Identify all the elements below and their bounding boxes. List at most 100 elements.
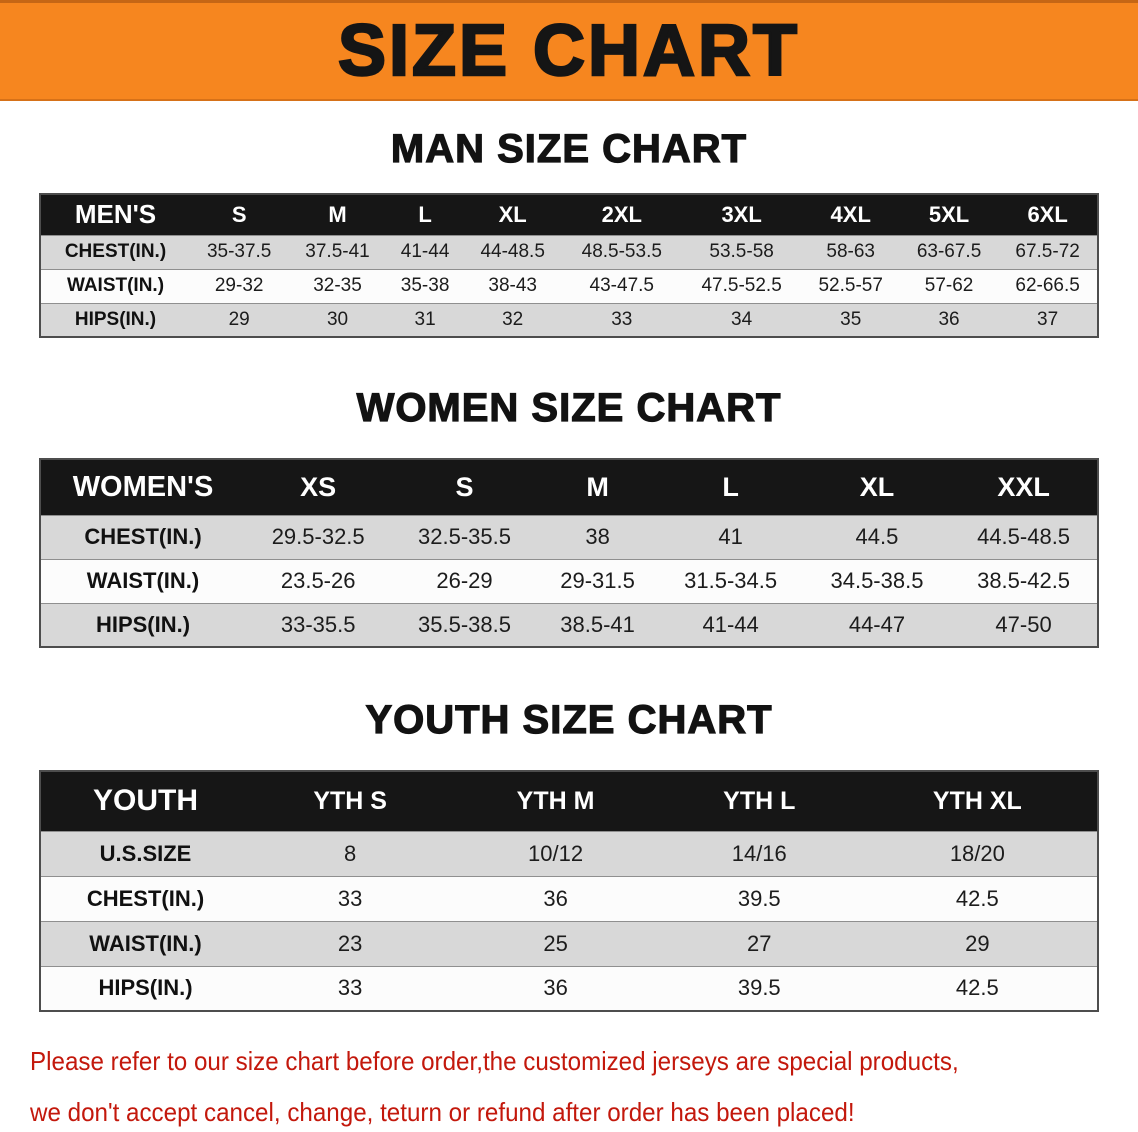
size-value: 32-35 (313, 275, 362, 296)
youth-section-heading: YOUTH SIZE CHART (365, 697, 773, 742)
women-size-table: WOMEN'S XS S M L XL XXL CHEST(IN.) 29.5-32.5 32.5… (39, 458, 1099, 648)
size-value: 44.5 (855, 524, 899, 549)
row-label: U.S.SIZE (99, 840, 192, 866)
size-value: 38 (585, 524, 610, 549)
size-column-header: YTH L (660, 771, 858, 831)
size-value: 29-32 (214, 275, 264, 296)
disclaimer: Please refer to our size chart before or… (30, 1042, 1138, 1132)
women-table-title: WOMEN'S (40, 459, 245, 515)
table-row: WAIST(IN.) 23.5-26 26-29 29-31.5 31.5-34.5 34… (40, 559, 1098, 603)
table-row: CHEST(IN.) 29.5-32.5 32.5-35.5 38 41 44.5 44.5… (40, 515, 1098, 559)
size-value: 41-44 (702, 611, 759, 637)
size-column-header: 3XL (681, 194, 802, 235)
size-column-header: XXL (950, 459, 1098, 515)
size-value: 37.5-41 (305, 241, 370, 262)
size-value: 42.5 (955, 885, 999, 911)
row-label: HIPS(IN.) (74, 308, 157, 330)
size-column-header: L (386, 194, 464, 235)
men-size-table: MEN'S S M L XL 2XL 3XL 4XL 5XL 6XL CHEST(IN.) 35-37… (39, 193, 1099, 338)
table-header-row: MEN'S S M L XL 2XL 3XL 4XL 5XL 6XL (40, 194, 1098, 235)
size-value: 29 (965, 930, 990, 956)
size-value: 67.5-72 (1015, 241, 1080, 262)
table-header-row: WOMEN'S XS S M L XL XXL (40, 459, 1098, 515)
size-value: 44-47 (848, 611, 906, 637)
page-title: SIZE CHART (337, 11, 800, 91)
size-value: 10/12 (528, 840, 584, 866)
size-value: 32.5-35.5 (418, 524, 511, 549)
women-size-section: WOMEN SIZE CHART WOMEN'S XS S M L XL XXL CHEST(… (0, 384, 1138, 648)
table-row: HIPS(IN.) 33-35.5 35.5-38.5 38.5-41 41-44 44-… (40, 603, 1098, 647)
size-value: 29.5-32.5 (271, 524, 365, 549)
size-value: 32 (502, 308, 524, 330)
size-value: 33 (337, 975, 363, 1001)
size-value: 33 (337, 885, 363, 911)
size-value: 35.5-38.5 (418, 611, 511, 637)
size-value: 39.5 (737, 885, 781, 911)
size-value: 36 (543, 885, 568, 911)
table-row: HIPS(IN.) 33 36 39.5 42.5 (40, 966, 1098, 1011)
size-column-header: YTH M (450, 771, 661, 831)
row-label: HIPS(IN.) (98, 975, 193, 1001)
size-value: 36 (543, 975, 568, 1001)
disclaimer-line-1: Please refer to our size chart before or… (30, 1046, 959, 1076)
size-value: 35-37.5 (206, 241, 272, 262)
size-value: 23 (337, 930, 363, 956)
size-value: 42.5 (955, 975, 999, 1001)
size-value: 44-48.5 (480, 241, 545, 262)
size-value: 41-44 (400, 241, 450, 262)
table-header-row: YOUTH YTH S YTH M YTH L YTH XL (40, 771, 1098, 831)
men-table-title: MEN'S (40, 194, 190, 235)
row-label: CHEST(IN.) (84, 524, 202, 549)
size-value: 35-38 (400, 275, 450, 296)
size-value: 38.5-42.5 (977, 568, 1071, 593)
size-value: 58-63 (826, 241, 876, 262)
table-row: CHEST(IN.) 33 36 39.5 42.5 (40, 876, 1098, 921)
size-value: 35 (840, 308, 862, 330)
size-value: 48.5-53.5 (581, 241, 662, 262)
youth-table-title: YOUTH (40, 771, 250, 831)
size-value: 34 (731, 308, 753, 330)
size-column-header: M (288, 194, 387, 235)
size-value: 31.5-34.5 (684, 568, 778, 593)
size-value: 38.5-41 (560, 611, 635, 637)
size-value: 23.5-26 (280, 568, 356, 593)
size-value: 33-35.5 (280, 611, 356, 637)
size-value: 27 (747, 930, 772, 956)
size-value: 57-62 (924, 275, 974, 296)
size-column-header: YTH S (250, 771, 451, 831)
row-label: WAIST(IN.) (89, 930, 202, 956)
size-value: 47.5-52.5 (701, 275, 782, 296)
women-section-heading: WOMEN SIZE CHART (356, 385, 782, 430)
size-value: 41 (718, 524, 743, 549)
table-row: U.S.SIZE 8 10/12 14/16 18/20 (40, 831, 1098, 876)
size-value: 36 (938, 308, 960, 330)
table-row: HIPS(IN.) 29 30 31 32 33 34 35 36 37 (40, 303, 1098, 337)
size-value: 29-31.5 (560, 568, 635, 593)
size-column-header: 6XL (998, 194, 1098, 235)
size-column-header: XL (463, 194, 562, 235)
size-column-header: XS (245, 459, 392, 515)
size-value: 34.5-38.5 (830, 568, 924, 593)
size-value: 39.5 (737, 975, 781, 1001)
size-column-header: S (190, 194, 289, 235)
size-value: 18/20 (949, 840, 1005, 866)
size-column-header: L (657, 459, 804, 515)
row-label: WAIST(IN.) (66, 275, 165, 296)
size-column-header: 4XL (801, 194, 900, 235)
size-value: 53.5-58 (709, 241, 774, 262)
men-size-section: MAN SIZE CHART MEN'S S M L XL 2XL 3XL 4XL 5XL 6XL… (0, 125, 1138, 338)
size-column-header: YTH XL (857, 771, 1098, 831)
size-column-header: S (391, 459, 538, 515)
table-row: WAIST(IN.) 29-32 32-35 35-38 38-43 43-47.5 47.… (40, 269, 1098, 303)
size-value: 43-47.5 (589, 275, 654, 296)
size-value: 38-43 (488, 275, 537, 296)
size-column-header: 5XL (899, 194, 999, 235)
size-value: 30 (326, 308, 349, 330)
size-value: 52.5-57 (818, 275, 883, 296)
table-row: CHEST(IN.) 35-37.5 37.5-41 41-44 44-48.5 48.5… (40, 235, 1098, 269)
size-value: 14/16 (731, 840, 787, 866)
size-value: 62-66.5 (1015, 275, 1080, 296)
size-column-header: 2XL (561, 194, 682, 235)
size-value: 37 (1037, 308, 1059, 330)
